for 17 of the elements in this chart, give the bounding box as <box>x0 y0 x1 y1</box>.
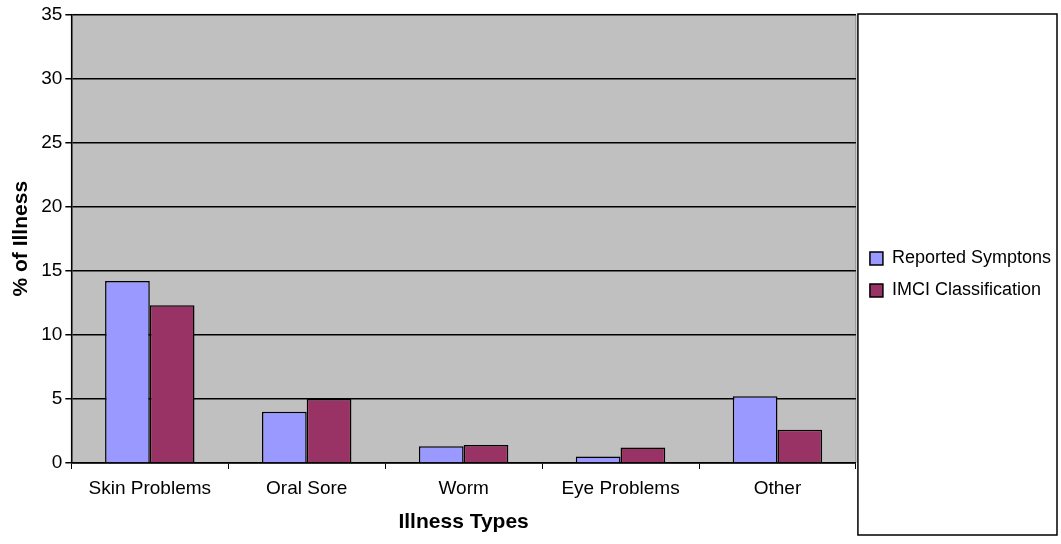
y-tick-label: 25 <box>41 130 63 152</box>
x-tick-label: Worm <box>438 476 489 498</box>
y-tick-label: 0 <box>51 451 63 473</box>
y-tick-label: 20 <box>41 194 63 216</box>
x-tick-label: Skin Problems <box>88 476 212 498</box>
x-tick-label: Oral Sore <box>266 476 348 498</box>
legend-label: IMCI Classification <box>891 279 1041 300</box>
x-tick-label: Eye Problems <box>561 476 680 498</box>
y-tick-label: 5 <box>51 387 63 409</box>
y-tick-label: 10 <box>41 323 63 345</box>
x-axis-title: Illness Types <box>398 509 529 533</box>
legend-label: Reported Symptons <box>891 247 1052 268</box>
x-tick-label: Other <box>753 476 802 498</box>
y-tick-label: 35 <box>41 2 63 24</box>
y-tick-label: 15 <box>41 258 63 280</box>
y-tick-label: 30 <box>41 66 63 88</box>
y-axis-title: % of Illness <box>8 180 32 297</box>
